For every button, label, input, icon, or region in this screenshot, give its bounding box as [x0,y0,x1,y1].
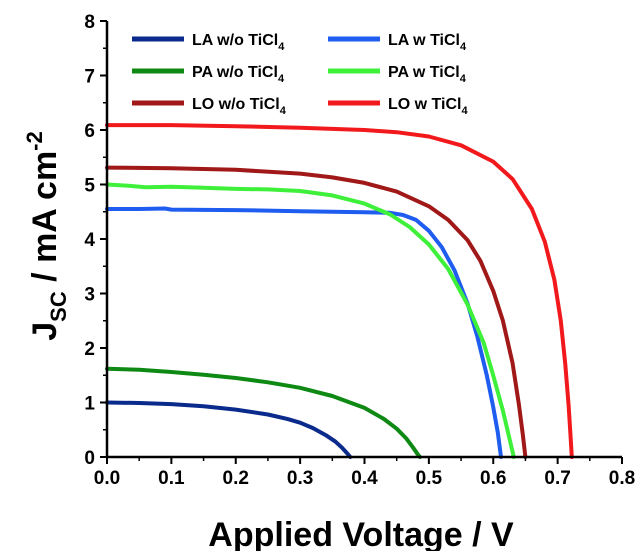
legend-label-4: PA w TiCl4 [388,64,467,85]
x-tick-label-0.5: 0.5 [416,468,443,489]
legend-label-5: LO w/o TiCl4 [192,96,287,117]
y-axis-title-rest: / mA cm [26,151,64,291]
legend-label-3: PA w/o TiCl4 [192,64,285,85]
series-line-4 [105,182,516,459]
x-tick-label-0.0: 0.0 [94,468,120,489]
series-line-6 [105,123,574,459]
x-axis-title: Applied Voltage / V [208,516,514,551]
series-line-3 [105,366,422,459]
y-tick-label-0: 0 [84,448,95,469]
y-axis-title-sup: -2 [22,131,47,151]
x-tick-label-0.4: 0.4 [351,468,378,489]
y-tick-label-7: 7 [84,67,95,88]
y-axis-title-main: J [26,322,64,341]
series-line-5 [105,165,528,459]
series-layer [105,123,574,459]
legend-label-2: LA w TiCl4 [388,32,467,53]
series-line-2 [105,206,503,459]
legend-label-1: LA w/o TiCl4 [192,32,285,53]
legend-label-6: LO w TiCl4 [388,96,468,117]
legend: LA w/o TiCl4 LA w TiCl4 PA w/o TiCl4 PA w T… [132,32,468,117]
x-tick-label-0.2: 0.2 [223,468,249,489]
y-tick-label-3: 3 [84,285,95,306]
series-line-1 [105,400,353,459]
y-tick-label-2: 2 [84,339,95,360]
y-axis-title: JSC / mA cm-2 [22,131,71,341]
y-axis-title-sub: SC [46,291,71,322]
y-tick-label-1: 1 [84,394,95,415]
y-tick-label-6: 6 [84,121,95,142]
y-tick-label-5: 5 [84,176,95,197]
x-tick-label-0.1: 0.1 [158,468,185,489]
x-tick-label-0.6: 0.6 [480,468,506,489]
y-tick-label-4: 4 [84,230,95,251]
x-tick-label-0.8: 0.8 [609,468,635,489]
x-tick-label-0.7: 0.7 [544,468,570,489]
axis-layer: 0.0 0.1 0.2 0.3 0.4 0.5 0.6 0.7 0.8 0 1 2 3 4 5 6 7 8 [84,12,635,489]
x-tick-label-0.3: 0.3 [287,468,313,489]
y-tick-label-8: 8 [84,12,95,33]
